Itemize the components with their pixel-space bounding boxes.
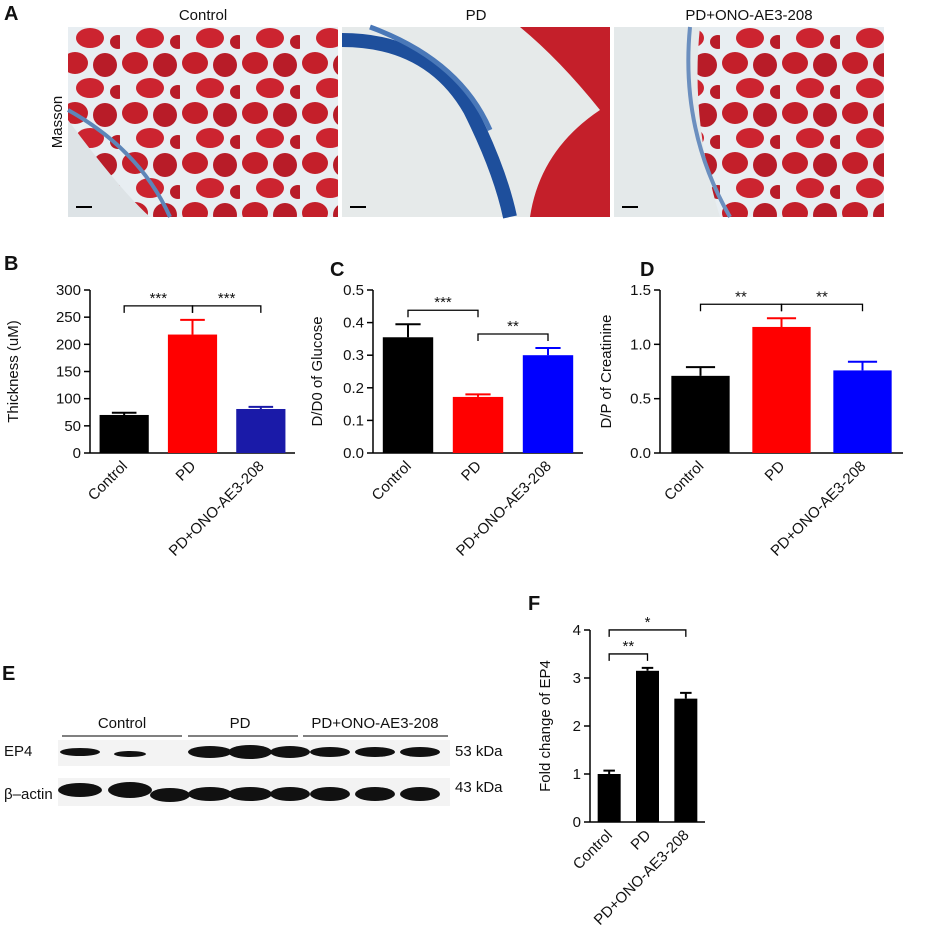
error-bar bbox=[680, 691, 692, 699]
bar bbox=[752, 326, 811, 453]
bar bbox=[382, 337, 434, 453]
error-bar bbox=[847, 360, 878, 371]
y-tick-label: 50 bbox=[64, 418, 81, 435]
y-axis-label: D/P of Creatinine bbox=[598, 315, 615, 429]
y-tick-label: 1.0 bbox=[630, 336, 651, 353]
micrograph bbox=[614, 26, 884, 218]
panel-label: F bbox=[528, 593, 540, 615]
y-tick-label: 0.2 bbox=[343, 380, 364, 397]
y-tick-label: 0.3 bbox=[343, 347, 364, 364]
significance-bracket bbox=[477, 333, 549, 342]
y-tick-label: 3 bbox=[573, 670, 581, 687]
significance-bracket bbox=[608, 653, 649, 661]
image-title: Control bbox=[179, 7, 227, 24]
image-title: PD bbox=[466, 7, 487, 24]
y-tick-label: 250 bbox=[56, 309, 81, 326]
y-tick-label: 0 bbox=[73, 445, 81, 462]
y-tick-label: 0.0 bbox=[630, 445, 651, 462]
error-bar bbox=[395, 323, 421, 338]
bar bbox=[597, 774, 621, 822]
y-tick-label: 200 bbox=[56, 336, 81, 353]
x-tick-label: Control bbox=[369, 458, 415, 504]
y-tick-label: 150 bbox=[56, 364, 81, 381]
y-axis-label: Fold change of EP4 bbox=[537, 660, 554, 792]
bar bbox=[167, 334, 218, 453]
group-label: PD+ONO-AE3-208 bbox=[311, 715, 438, 732]
y-axis-label: D/D0 of Glucose bbox=[309, 316, 326, 426]
panel-label: A bbox=[4, 3, 18, 25]
bar bbox=[671, 375, 730, 453]
significance-label: * bbox=[645, 614, 651, 631]
bar bbox=[636, 670, 659, 822]
significance-label: ** bbox=[816, 288, 828, 305]
significance-label: ** bbox=[622, 638, 634, 655]
x-tick-label: PD bbox=[173, 458, 200, 485]
significance-bracket bbox=[123, 305, 194, 313]
significance-label: *** bbox=[218, 290, 236, 307]
y-tick-label: 0.0 bbox=[343, 445, 364, 462]
blot bbox=[58, 740, 450, 806]
x-tick-label: PD bbox=[762, 458, 789, 485]
significance-bracket bbox=[407, 309, 479, 318]
y-tick-label: 1.5 bbox=[630, 282, 651, 299]
y-tick-label: 0 bbox=[573, 814, 581, 831]
significance-bracket bbox=[780, 303, 864, 312]
x-tick-label: PD bbox=[628, 827, 655, 854]
y-tick-label: 4 bbox=[573, 622, 581, 639]
error-bar bbox=[111, 411, 137, 415]
error-bar bbox=[641, 666, 654, 671]
bar bbox=[99, 414, 149, 453]
significance-bracket bbox=[191, 305, 262, 313]
y-tick-label: 2 bbox=[573, 718, 581, 735]
error-bar bbox=[685, 366, 716, 376]
row-label: β–actin bbox=[4, 786, 53, 803]
micrograph bbox=[341, 24, 610, 219]
stain-label: Masson bbox=[49, 96, 66, 149]
x-tick-label: Control bbox=[85, 458, 131, 504]
size-label: 43 kDa bbox=[455, 779, 503, 796]
y-axis-label: Thickness (uM) bbox=[5, 320, 22, 423]
row-label: EP4 bbox=[4, 743, 32, 760]
y-tick-label: 0.1 bbox=[343, 412, 364, 429]
significance-label: *** bbox=[150, 290, 168, 307]
panel-label: B bbox=[4, 253, 18, 275]
error-bar bbox=[535, 347, 561, 356]
bar bbox=[674, 698, 698, 822]
x-tick-label: PD bbox=[458, 458, 485, 485]
group-label: Control bbox=[98, 715, 146, 732]
micrograph bbox=[67, 27, 338, 218]
size-label: 53 kDa bbox=[455, 743, 503, 760]
significance-bracket bbox=[608, 629, 687, 637]
significance-label: *** bbox=[434, 294, 452, 311]
x-tick-label: Control bbox=[570, 827, 616, 873]
error-bar bbox=[766, 317, 797, 327]
y-tick-label: 100 bbox=[56, 391, 81, 408]
error-bar bbox=[603, 769, 615, 774]
significance-label: ** bbox=[507, 318, 519, 335]
panel-label: D bbox=[640, 259, 654, 281]
bar bbox=[236, 408, 286, 453]
error-bar bbox=[180, 318, 205, 335]
panel-label: C bbox=[330, 259, 344, 281]
bar bbox=[452, 396, 504, 453]
panel-label: E bbox=[2, 663, 15, 685]
error-bar bbox=[465, 393, 491, 397]
error-bar bbox=[248, 405, 274, 409]
significance-label: ** bbox=[735, 288, 747, 305]
y-tick-label: 1 bbox=[573, 766, 581, 783]
image-title: PD+ONO-AE3-208 bbox=[685, 7, 812, 24]
bar bbox=[833, 370, 892, 453]
y-tick-label: 300 bbox=[56, 282, 81, 299]
group-label: PD bbox=[230, 715, 251, 732]
x-tick-label: Control bbox=[661, 458, 707, 504]
bar bbox=[522, 355, 574, 453]
y-tick-label: 0.4 bbox=[343, 315, 364, 332]
significance-bracket bbox=[699, 303, 783, 312]
y-tick-label: 0.5 bbox=[630, 391, 651, 408]
y-tick-label: 0.5 bbox=[343, 282, 364, 299]
